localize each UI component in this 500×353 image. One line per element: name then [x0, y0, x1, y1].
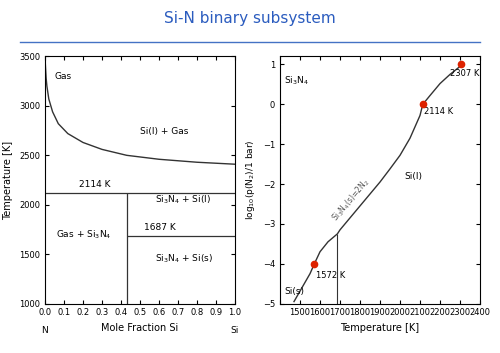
Text: Si$_3$N$_4$: Si$_3$N$_4$	[284, 74, 309, 86]
Text: Si(l) + Gas: Si(l) + Gas	[140, 127, 188, 136]
Text: Si(l): Si(l)	[404, 172, 422, 180]
Text: 2307 K: 2307 K	[450, 69, 480, 78]
Text: 2114 K: 2114 K	[424, 108, 454, 116]
Text: 1687 K: 1687 K	[144, 223, 176, 232]
Text: Si$_3$N$_4$ + Si(l): Si$_3$N$_4$ + Si(l)	[155, 193, 211, 206]
Text: 2114 K: 2114 K	[79, 180, 110, 189]
X-axis label: Mole Fraction Si: Mole Fraction Si	[102, 323, 178, 333]
Text: Si$_3$N$_4$(s)=2N$_2$: Si$_3$N$_4$(s)=2N$_2$	[330, 176, 372, 224]
Text: Si: Si	[231, 326, 239, 335]
Y-axis label: Temperature [K]: Temperature [K]	[4, 140, 14, 220]
Y-axis label: log$_{10}$(p(N$_2$)/1 bar): log$_{10}$(p(N$_2$)/1 bar)	[244, 140, 257, 220]
Text: Si(s): Si(s)	[284, 287, 304, 296]
Text: 1572 K: 1572 K	[316, 271, 345, 280]
Text: Gas: Gas	[54, 72, 72, 81]
Text: Si$_3$N$_4$ + Si(s): Si$_3$N$_4$ + Si(s)	[155, 253, 213, 265]
Text: Si-N binary subsystem: Si-N binary subsystem	[164, 11, 336, 25]
X-axis label: Temperature [K]: Temperature [K]	[340, 323, 419, 333]
Text: Gas + Si$_3$N$_4$: Gas + Si$_3$N$_4$	[56, 228, 112, 241]
Text: N: N	[42, 326, 48, 335]
